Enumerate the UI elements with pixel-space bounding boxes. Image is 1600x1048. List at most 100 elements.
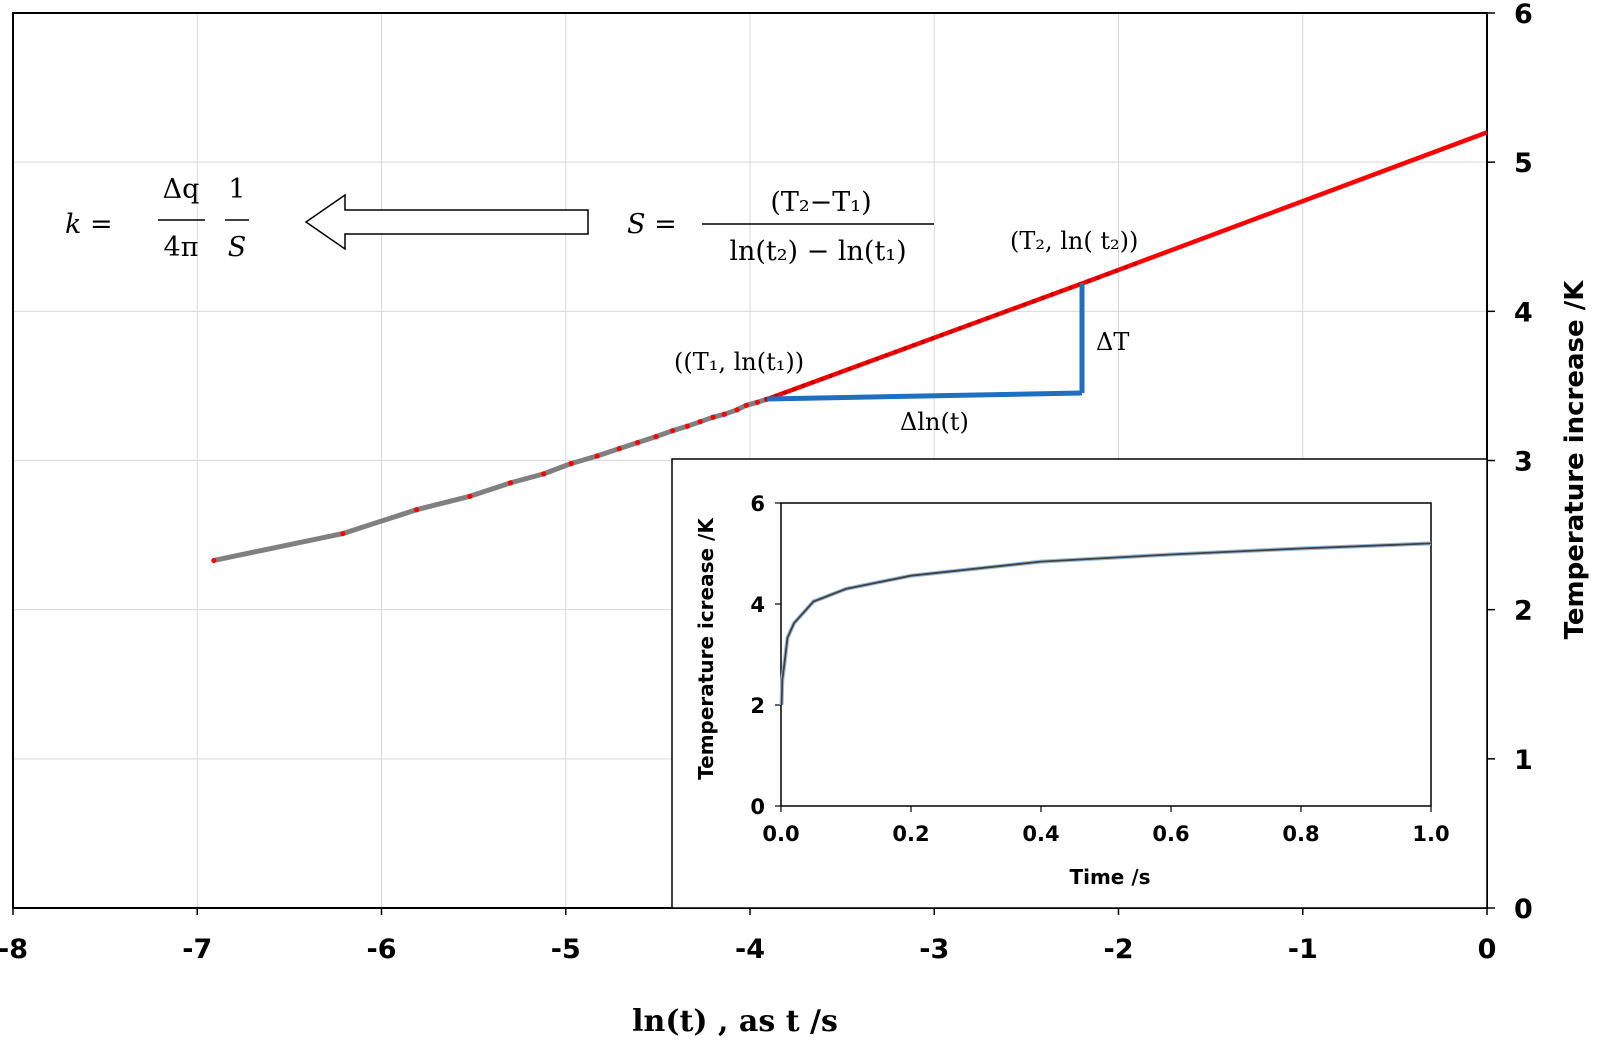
data-point — [684, 423, 690, 429]
data-point — [734, 407, 740, 413]
data-point — [467, 493, 473, 499]
fit-point — [911, 343, 917, 348]
data-point — [594, 453, 600, 459]
slope-numerator: (T₂−T₁) — [770, 187, 871, 218]
fit-point — [1003, 309, 1009, 314]
main-x-ticks: -8 -7 -6 -5 -4 -3 -2 -1 0 — [0, 908, 1496, 965]
fit-point — [884, 353, 889, 358]
fit-point — [920, 339, 926, 345]
main-x-tick-label: 0 — [1478, 934, 1497, 965]
main-y-axis-label: Temperature increase /K — [1560, 280, 1590, 640]
fit-point — [1114, 268, 1119, 274]
fit-point — [985, 315, 990, 321]
main-y-tick-label: 2 — [1514, 596, 1533, 627]
fit-point — [1040, 295, 1046, 301]
k-frac2-numerator: 1 — [228, 174, 245, 205]
inset-x-tick-label: 0.8 — [1282, 822, 1319, 846]
left-arrow-icon — [304, 193, 589, 251]
fit-point — [1031, 299, 1036, 304]
main-x-tick-label: -2 — [1104, 934, 1134, 965]
fit-point — [801, 383, 806, 389]
inset-y-tick-label: 6 — [750, 492, 765, 516]
fit-point — [1096, 275, 1101, 280]
fit-point — [874, 356, 880, 361]
inset-y-tick-label: 0 — [750, 795, 765, 819]
fit-point — [939, 332, 944, 338]
delta-lnt-leg — [766, 390, 1083, 402]
slope-equation-lhs: S = — [627, 209, 677, 240]
main-x-tick-label: -8 — [0, 934, 28, 965]
slope-denominator: ln(t₂) − ln(t₁) — [729, 236, 906, 267]
k-equation-lhs: k = — [65, 209, 113, 240]
fit-point — [976, 319, 981, 324]
inset-series — [779, 541, 1432, 706]
main-y-tick-label: 1 — [1514, 745, 1533, 776]
fit-point — [819, 376, 825, 382]
point-2-label: (T₂, ln( t₂)) — [1010, 227, 1138, 255]
main-y-tick-label: 4 — [1514, 297, 1533, 328]
fit-point — [1132, 261, 1138, 267]
data-point — [653, 434, 659, 440]
data-point — [211, 557, 217, 564]
inset-y-ticks: 0 2 4 6 — [750, 492, 781, 819]
fit-point — [810, 380, 815, 385]
data-point — [710, 414, 716, 420]
data-point — [743, 402, 749, 408]
data-point — [697, 419, 703, 425]
annotations: k = Δq 4π 1 S S = (T₂−T₁) ln(t₂) − ln(t₁… — [65, 174, 1138, 436]
inset-y-tick-label: 4 — [750, 593, 765, 617]
data-point — [670, 428, 676, 434]
fit-point — [838, 370, 843, 375]
fit-point — [782, 390, 788, 395]
inset-x-tick-label: 0.6 — [1152, 822, 1189, 846]
data-point — [507, 480, 514, 486]
main-y-tick-label: 5 — [1514, 148, 1533, 179]
main-x-tick-label: -4 — [735, 934, 765, 965]
main-x-tick-label: -1 — [1288, 934, 1318, 965]
delta-lnt-label: Δln(t) — [900, 408, 969, 436]
data-point — [340, 530, 346, 537]
fit-point — [1068, 285, 1073, 290]
inset-chart: 0.0 0.2 0.4 0.6 0.8 1.0 0 2 4 6 Time /s Temperat… — [671, 458, 1488, 909]
inset-panel — [671, 458, 1488, 909]
inset-y-axis-label: Temperature icrease /K — [694, 517, 718, 780]
main-y-tick-label: 3 — [1514, 447, 1533, 478]
data-point — [541, 471, 547, 477]
main-y-tick-label: 6 — [1514, 0, 1533, 30]
inset-x-tick-label: 0.4 — [1022, 822, 1059, 846]
fit-point — [1105, 271, 1110, 277]
data-point — [413, 507, 420, 513]
main-x-tick-label: -3 — [919, 934, 949, 965]
fit-point — [948, 329, 954, 334]
inset-x-ticks: 0.0 0.2 0.4 0.6 0.8 1.0 — [762, 806, 1450, 846]
inset-x-tick-label: 1.0 — [1412, 822, 1449, 846]
inset-y-tick-label: 2 — [750, 694, 765, 718]
fit-point — [957, 326, 963, 331]
fit-point — [1013, 305, 1018, 311]
data-point — [616, 445, 622, 452]
fit-point — [1049, 292, 1055, 297]
k-frac1-numerator: Δq — [163, 174, 200, 205]
data-point — [635, 440, 641, 446]
data-point — [721, 411, 727, 417]
point-1-label: ((T₁, ln(t₁)) — [674, 348, 804, 376]
data-point — [568, 460, 574, 467]
main-y-tick-label: 0 — [1514, 894, 1533, 925]
fit-point — [994, 312, 1000, 317]
fit-point — [967, 322, 972, 328]
fit-point — [902, 346, 907, 351]
main-x-tick-label: -7 — [182, 934, 212, 965]
inset-curve-line — [780, 542, 1432, 706]
main-x-tick-label: -6 — [367, 934, 397, 965]
main-x-axis-label: ln(t) , as t /s — [632, 1004, 838, 1039]
inset-x-axis-label: Time /s — [1069, 865, 1150, 889]
delta-t-label: ΔT — [1096, 328, 1129, 356]
fit-point — [1022, 302, 1027, 307]
fit-point — [930, 336, 935, 341]
main-y-ticks: 0 1 2 3 4 5 6 — [1487, 0, 1533, 925]
inset-x-tick-label: 0.0 — [762, 822, 799, 846]
inset-plot-frame — [780, 502, 1432, 807]
fit-point — [1123, 265, 1129, 270]
fit-point — [847, 366, 852, 372]
